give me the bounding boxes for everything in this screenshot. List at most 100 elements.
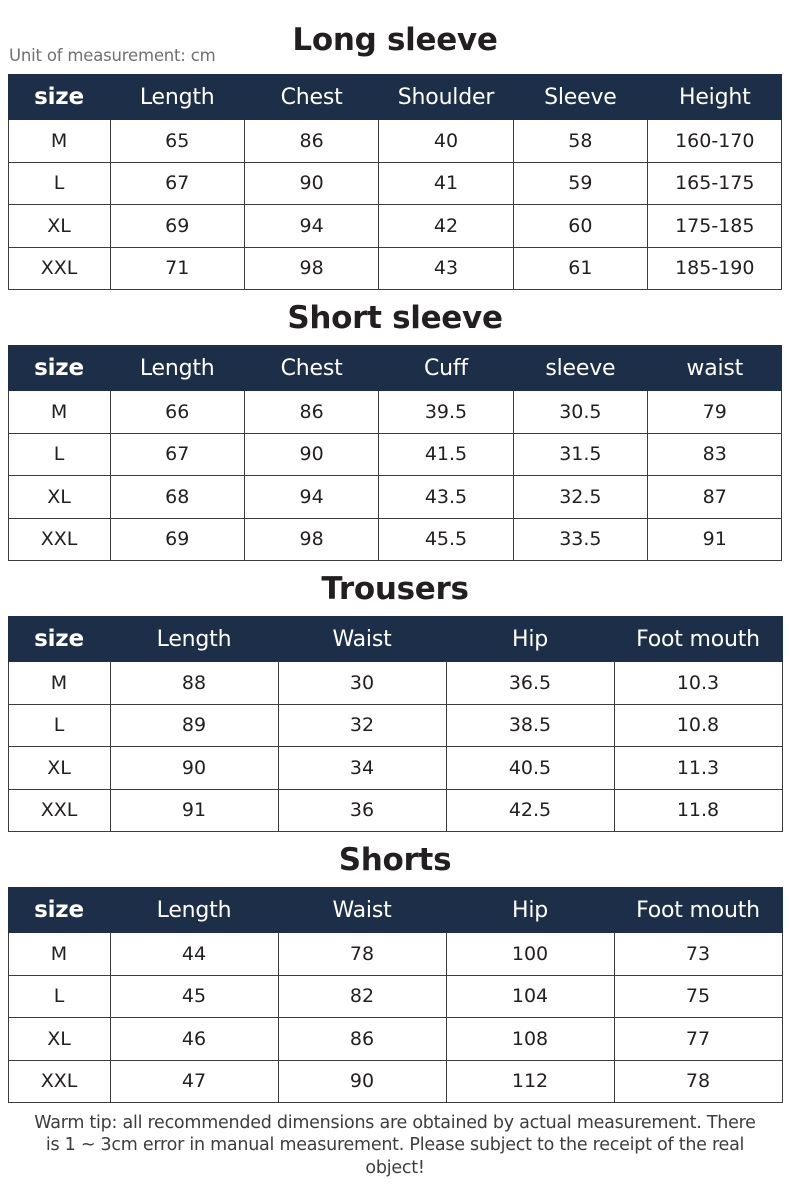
column-header-size: size xyxy=(7,345,111,391)
size-table-short-sleeve: size Length Chest Cuff sleeve waist M 66 86 39.5 3… xyxy=(7,345,783,561)
measurement-cell: 65 xyxy=(109,119,245,163)
measurement-cell: 108 xyxy=(445,1017,615,1061)
measurement-cell: 40.5 xyxy=(445,746,615,790)
measurement-cell: 165-175 xyxy=(647,161,783,205)
measurement-cell: 89 xyxy=(109,703,279,747)
column-header-size: size xyxy=(7,616,111,662)
measurement-cell: 41.5 xyxy=(378,432,514,476)
size-table-trousers: size Length Waist Hip Foot mouth M 88 30 36.5 10.… xyxy=(7,616,783,832)
table-header-row: size Length Waist Hip Foot mouth xyxy=(7,887,783,933)
measurement-cell: 88 xyxy=(109,661,279,705)
measurement-cell: 90 xyxy=(109,746,279,790)
size-label-cell: M xyxy=(7,932,111,976)
column-header-length: Length xyxy=(109,345,245,391)
measurement-cell: 78 xyxy=(277,932,447,976)
column-header-hip: Hip xyxy=(445,616,615,662)
size-label-cell: L xyxy=(7,974,111,1018)
measurement-cell: 45.5 xyxy=(378,517,514,561)
measurement-cell: 112 xyxy=(445,1059,615,1103)
measurement-cell: 86 xyxy=(277,1017,447,1061)
measurement-cell: 73 xyxy=(613,932,783,976)
table-header-row: size Length Chest Shoulder Sleeve Height xyxy=(7,74,783,120)
measurement-cell: 40 xyxy=(378,119,514,163)
size-label-cell: L xyxy=(7,161,111,205)
measurement-cell: 175-185 xyxy=(647,204,783,248)
table-row: M 65 86 40 58 160-170 xyxy=(7,119,783,163)
measurement-cell: 83 xyxy=(647,432,783,476)
column-header-size: size xyxy=(7,74,111,120)
measurement-cell: 36.5 xyxy=(445,661,615,705)
measurement-cell: 31.5 xyxy=(512,432,649,476)
section-title-shorts: Shorts xyxy=(338,842,452,878)
size-label-cell: L xyxy=(7,703,111,747)
measurement-cell: 34 xyxy=(277,746,447,790)
measurement-cell: 75 xyxy=(613,974,783,1018)
measurement-cell: 43 xyxy=(378,246,514,290)
measurement-cell: 41 xyxy=(378,161,514,205)
measurement-cell: 11.8 xyxy=(613,788,783,832)
measurement-cell: 43.5 xyxy=(378,475,514,519)
measurement-cell: 77 xyxy=(613,1017,783,1061)
column-header-chest: Chest xyxy=(243,345,380,391)
table-row: M 66 86 39.5 30.5 79 xyxy=(7,390,783,434)
column-header-waist: waist xyxy=(647,345,783,391)
measurement-cell: 46 xyxy=(109,1017,279,1061)
size-label-cell: M xyxy=(7,390,111,434)
measurement-cell: 32.5 xyxy=(512,475,649,519)
table-row: L 45 82 104 75 xyxy=(7,974,783,1018)
size-section: Shorts size Length Waist Hip Foot mouth M 44 78 1… xyxy=(0,832,790,1103)
size-table-shorts: size Length Waist Hip Foot mouth M 44 78 100 73 L 4… xyxy=(7,887,783,1103)
measurement-cell: 69 xyxy=(109,204,245,248)
measurement-cell: 68 xyxy=(109,475,245,519)
table-row: XXL 47 90 112 78 xyxy=(7,1059,783,1103)
column-header-foot-mouth: Foot mouth xyxy=(613,616,783,662)
measurement-cell: 33.5 xyxy=(512,517,649,561)
warm-tip-text: Warm tip: all recommended dimensions are… xyxy=(34,1113,756,1178)
column-header-size: size xyxy=(7,887,111,933)
column-header-shoulder: Shoulder xyxy=(378,74,514,120)
column-header-waist: Waist xyxy=(277,887,447,933)
measurement-cell: 94 xyxy=(243,475,380,519)
measurement-cell: 38.5 xyxy=(445,703,615,747)
sections-container: size Length Chest Shoulder Sleeve Height M 65 86… xyxy=(0,74,790,1103)
column-header-cuff: Cuff xyxy=(378,345,514,391)
measurement-cell: 66 xyxy=(109,390,245,434)
measurement-cell: 58 xyxy=(512,119,649,163)
size-section: Trousers size Length Waist Hip Foot mouth M 88 3… xyxy=(0,561,790,832)
table-row: XL 69 94 42 60 175-185 xyxy=(7,204,783,248)
measurement-cell: 98 xyxy=(243,246,380,290)
measurement-cell: 79 xyxy=(647,390,783,434)
section-title-trousers: Trousers xyxy=(321,571,469,607)
table-row: XL 46 86 108 77 xyxy=(7,1017,783,1061)
measurement-cell: 82 xyxy=(277,974,447,1018)
measurement-cell: 94 xyxy=(243,204,380,248)
section-title-long-sleeve: Long sleeve xyxy=(292,22,498,58)
column-header-hip: Hip xyxy=(445,887,615,933)
measurement-cell: 36 xyxy=(277,788,447,832)
measurement-cell: 69 xyxy=(109,517,245,561)
size-label-cell: XL xyxy=(7,1017,111,1061)
column-header-height: Height xyxy=(647,74,783,120)
size-label-cell: M xyxy=(7,119,111,163)
column-header-chest: Chest xyxy=(243,74,380,120)
measurement-cell: 90 xyxy=(243,161,380,205)
measurement-cell: 67 xyxy=(109,161,245,205)
section-title-short-sleeve: Short sleeve xyxy=(287,300,503,336)
table-row: M 44 78 100 73 xyxy=(7,932,783,976)
measurement-cell: 42.5 xyxy=(445,788,615,832)
size-label-cell: M xyxy=(7,661,111,705)
size-table-long-sleeve: size Length Chest Shoulder Sleeve Height M 65 86… xyxy=(7,74,783,290)
size-section: Short sleeve size Length Chest Cuff sleeve wai… xyxy=(0,290,790,561)
column-header-waist: Waist xyxy=(277,616,447,662)
measurement-cell: 86 xyxy=(243,390,380,434)
measurement-cell: 90 xyxy=(243,432,380,476)
measurement-cell: 87 xyxy=(647,475,783,519)
size-section: size Length Chest Shoulder Sleeve Height M 65 86… xyxy=(0,74,790,290)
measurement-cell: 91 xyxy=(647,517,783,561)
table-row: M 88 30 36.5 10.3 xyxy=(7,661,783,705)
measurement-cell: 32 xyxy=(277,703,447,747)
table-header-row: size Length Waist Hip Foot mouth xyxy=(7,616,783,662)
measurement-cell: 91 xyxy=(109,788,279,832)
top-header-zone: Unit of measurement: cm Long sleeve xyxy=(0,0,790,74)
